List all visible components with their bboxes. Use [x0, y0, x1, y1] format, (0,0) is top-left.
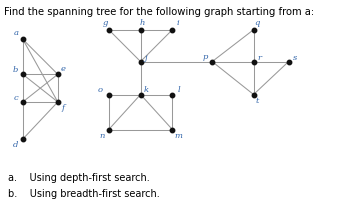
- Text: n: n: [99, 132, 104, 140]
- Text: p: p: [203, 53, 208, 61]
- Text: j: j: [145, 54, 148, 62]
- Text: o: o: [97, 86, 102, 94]
- Text: b: b: [13, 67, 19, 75]
- Text: h: h: [140, 19, 145, 27]
- Text: k: k: [144, 86, 149, 94]
- Text: l: l: [177, 86, 180, 94]
- Text: i: i: [177, 19, 180, 27]
- Text: c: c: [13, 94, 18, 102]
- Text: g: g: [102, 19, 107, 27]
- Text: m: m: [174, 132, 182, 140]
- Text: b.    Using breadth-first search.: b. Using breadth-first search.: [8, 189, 160, 199]
- Text: q: q: [254, 19, 259, 27]
- Text: r: r: [257, 54, 261, 62]
- Text: e: e: [61, 65, 66, 73]
- Text: s: s: [293, 54, 297, 62]
- Text: d: d: [13, 142, 19, 150]
- Text: t: t: [256, 97, 259, 105]
- Text: a: a: [13, 29, 18, 37]
- Text: a.    Using depth-first search.: a. Using depth-first search.: [8, 173, 150, 183]
- Text: f: f: [62, 104, 65, 112]
- Text: Find the spanning tree for the following graph starting from a:: Find the spanning tree for the following…: [4, 7, 314, 17]
